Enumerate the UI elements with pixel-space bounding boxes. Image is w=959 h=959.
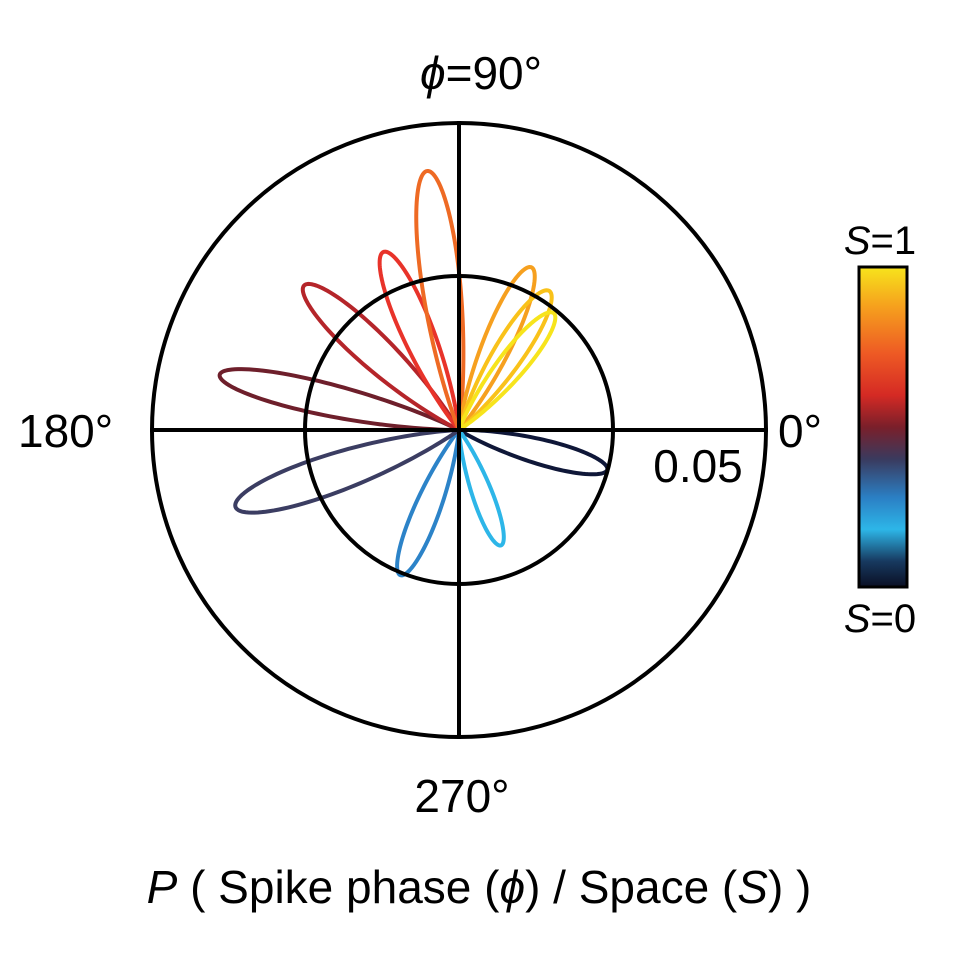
colorbar: S=1 S=0 [844, 219, 916, 641]
colorbar-bottom-value: =0 [871, 597, 917, 641]
angle-label-270: 270° [414, 770, 509, 822]
x-label-s: S [737, 861, 768, 913]
series-petal-10 [457, 310, 558, 432]
series-petal-9 [457, 288, 554, 432]
polar-grid [150, 121, 768, 739]
series-petal-4 [217, 367, 461, 433]
phi-symbol: ϕ [420, 47, 446, 99]
colorbar-bottom-label: S=0 [844, 597, 916, 641]
colorbar-top-value: =1 [871, 219, 917, 263]
angle-label-0: 0° [778, 405, 822, 457]
x-label-part3: ) ) [768, 861, 811, 913]
x-label-part2: ) / Space ( [525, 861, 738, 913]
colorbar-top-s: S [844, 219, 871, 263]
series-petal-1 [457, 428, 506, 548]
x-label-part1: ( Spike phase ( [177, 861, 500, 913]
x-label-p: P [147, 861, 178, 913]
radial-tick-label: 0.05 [653, 440, 743, 492]
colorbar-gradient [857, 265, 909, 589]
x-axis-label: P ( Spike phase (ϕ) / Space (S) ) [147, 861, 812, 913]
colorbar-bottom-s: S [844, 597, 871, 641]
series-petal-8 [457, 265, 537, 432]
colorbar-top-label: S=1 [844, 219, 916, 263]
series-petal-7 [414, 169, 466, 432]
series-petal-3 [233, 428, 461, 515]
series-petal-6 [377, 249, 461, 432]
x-label-phi: ϕ [499, 861, 525, 913]
angle-label-90: ϕ=90° [420, 47, 542, 99]
angle-label-90-text: =90° [446, 47, 542, 99]
series-petal-2 [395, 428, 461, 578]
angle-label-180: 180° [18, 405, 113, 457]
data-series-group [217, 169, 610, 578]
